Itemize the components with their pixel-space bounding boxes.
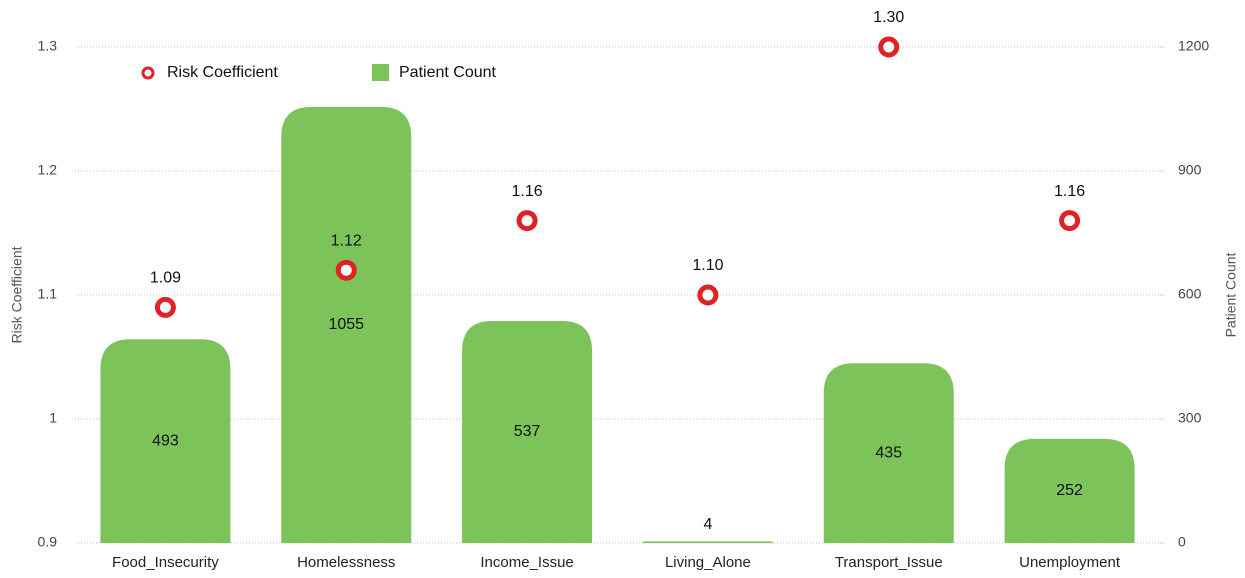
bar-value-label: 1055	[328, 316, 364, 333]
point-value-label: 1.12	[331, 232, 362, 249]
y2-tick-label: 300	[1178, 410, 1202, 426]
y2-tick-label: 1200	[1178, 38, 1209, 54]
x-tick-label: Homelessness	[297, 554, 395, 571]
legend-swatch	[141, 66, 155, 80]
point-value-label: 1.16	[1054, 183, 1085, 200]
x-tick-label: Food_Insecurity	[112, 554, 219, 571]
bar-value-label: 493	[152, 432, 179, 449]
y-tick-label: 1.2	[38, 162, 58, 178]
y-tick-label: 0.9	[38, 534, 58, 550]
y2-axis-title: Patient Count	[1223, 252, 1239, 337]
point-value-label: 1.09	[150, 270, 181, 287]
risk-marker	[335, 259, 357, 281]
x-tick-label: Transport_Issue	[835, 554, 943, 571]
point-value-label: 1.10	[692, 257, 723, 274]
y2-tick-label: 600	[1178, 286, 1202, 302]
y-tick-label: 1.1	[38, 286, 58, 302]
risk-marker	[878, 36, 900, 58]
bar	[462, 321, 593, 543]
point-value-label: 1.30	[873, 9, 904, 26]
y-tick-label: 1.3	[38, 38, 58, 54]
risk-marker	[516, 210, 538, 232]
x-tick-label: Income_Issue	[480, 554, 573, 571]
bar-value-label: 435	[875, 444, 902, 461]
legend-label: Risk Coefficient	[167, 64, 278, 81]
y-tick-label: 1	[49, 410, 57, 426]
risk-marker	[154, 296, 176, 318]
bar	[1004, 438, 1135, 543]
bar	[642, 541, 773, 543]
y2-tick-label: 900	[1178, 162, 1202, 178]
bar-value-label: 4	[703, 516, 712, 533]
bar-value-label: 537	[514, 423, 541, 440]
risk-marker	[1059, 210, 1081, 232]
point-value-label: 1.16	[512, 183, 543, 200]
x-tick-label: Unemployment	[1019, 554, 1121, 571]
bar	[823, 363, 954, 543]
x-tick-label: Living_Alone	[665, 554, 751, 571]
legend-swatch	[372, 64, 389, 81]
legend-label: Patient Count	[399, 64, 497, 81]
bar	[281, 106, 412, 543]
y2-tick-label: 0	[1178, 534, 1186, 550]
bar	[100, 339, 231, 543]
risk-marker	[697, 284, 719, 306]
bar-value-label: 252	[1056, 482, 1083, 499]
y-axis-title: Risk Coefficient	[9, 246, 25, 343]
